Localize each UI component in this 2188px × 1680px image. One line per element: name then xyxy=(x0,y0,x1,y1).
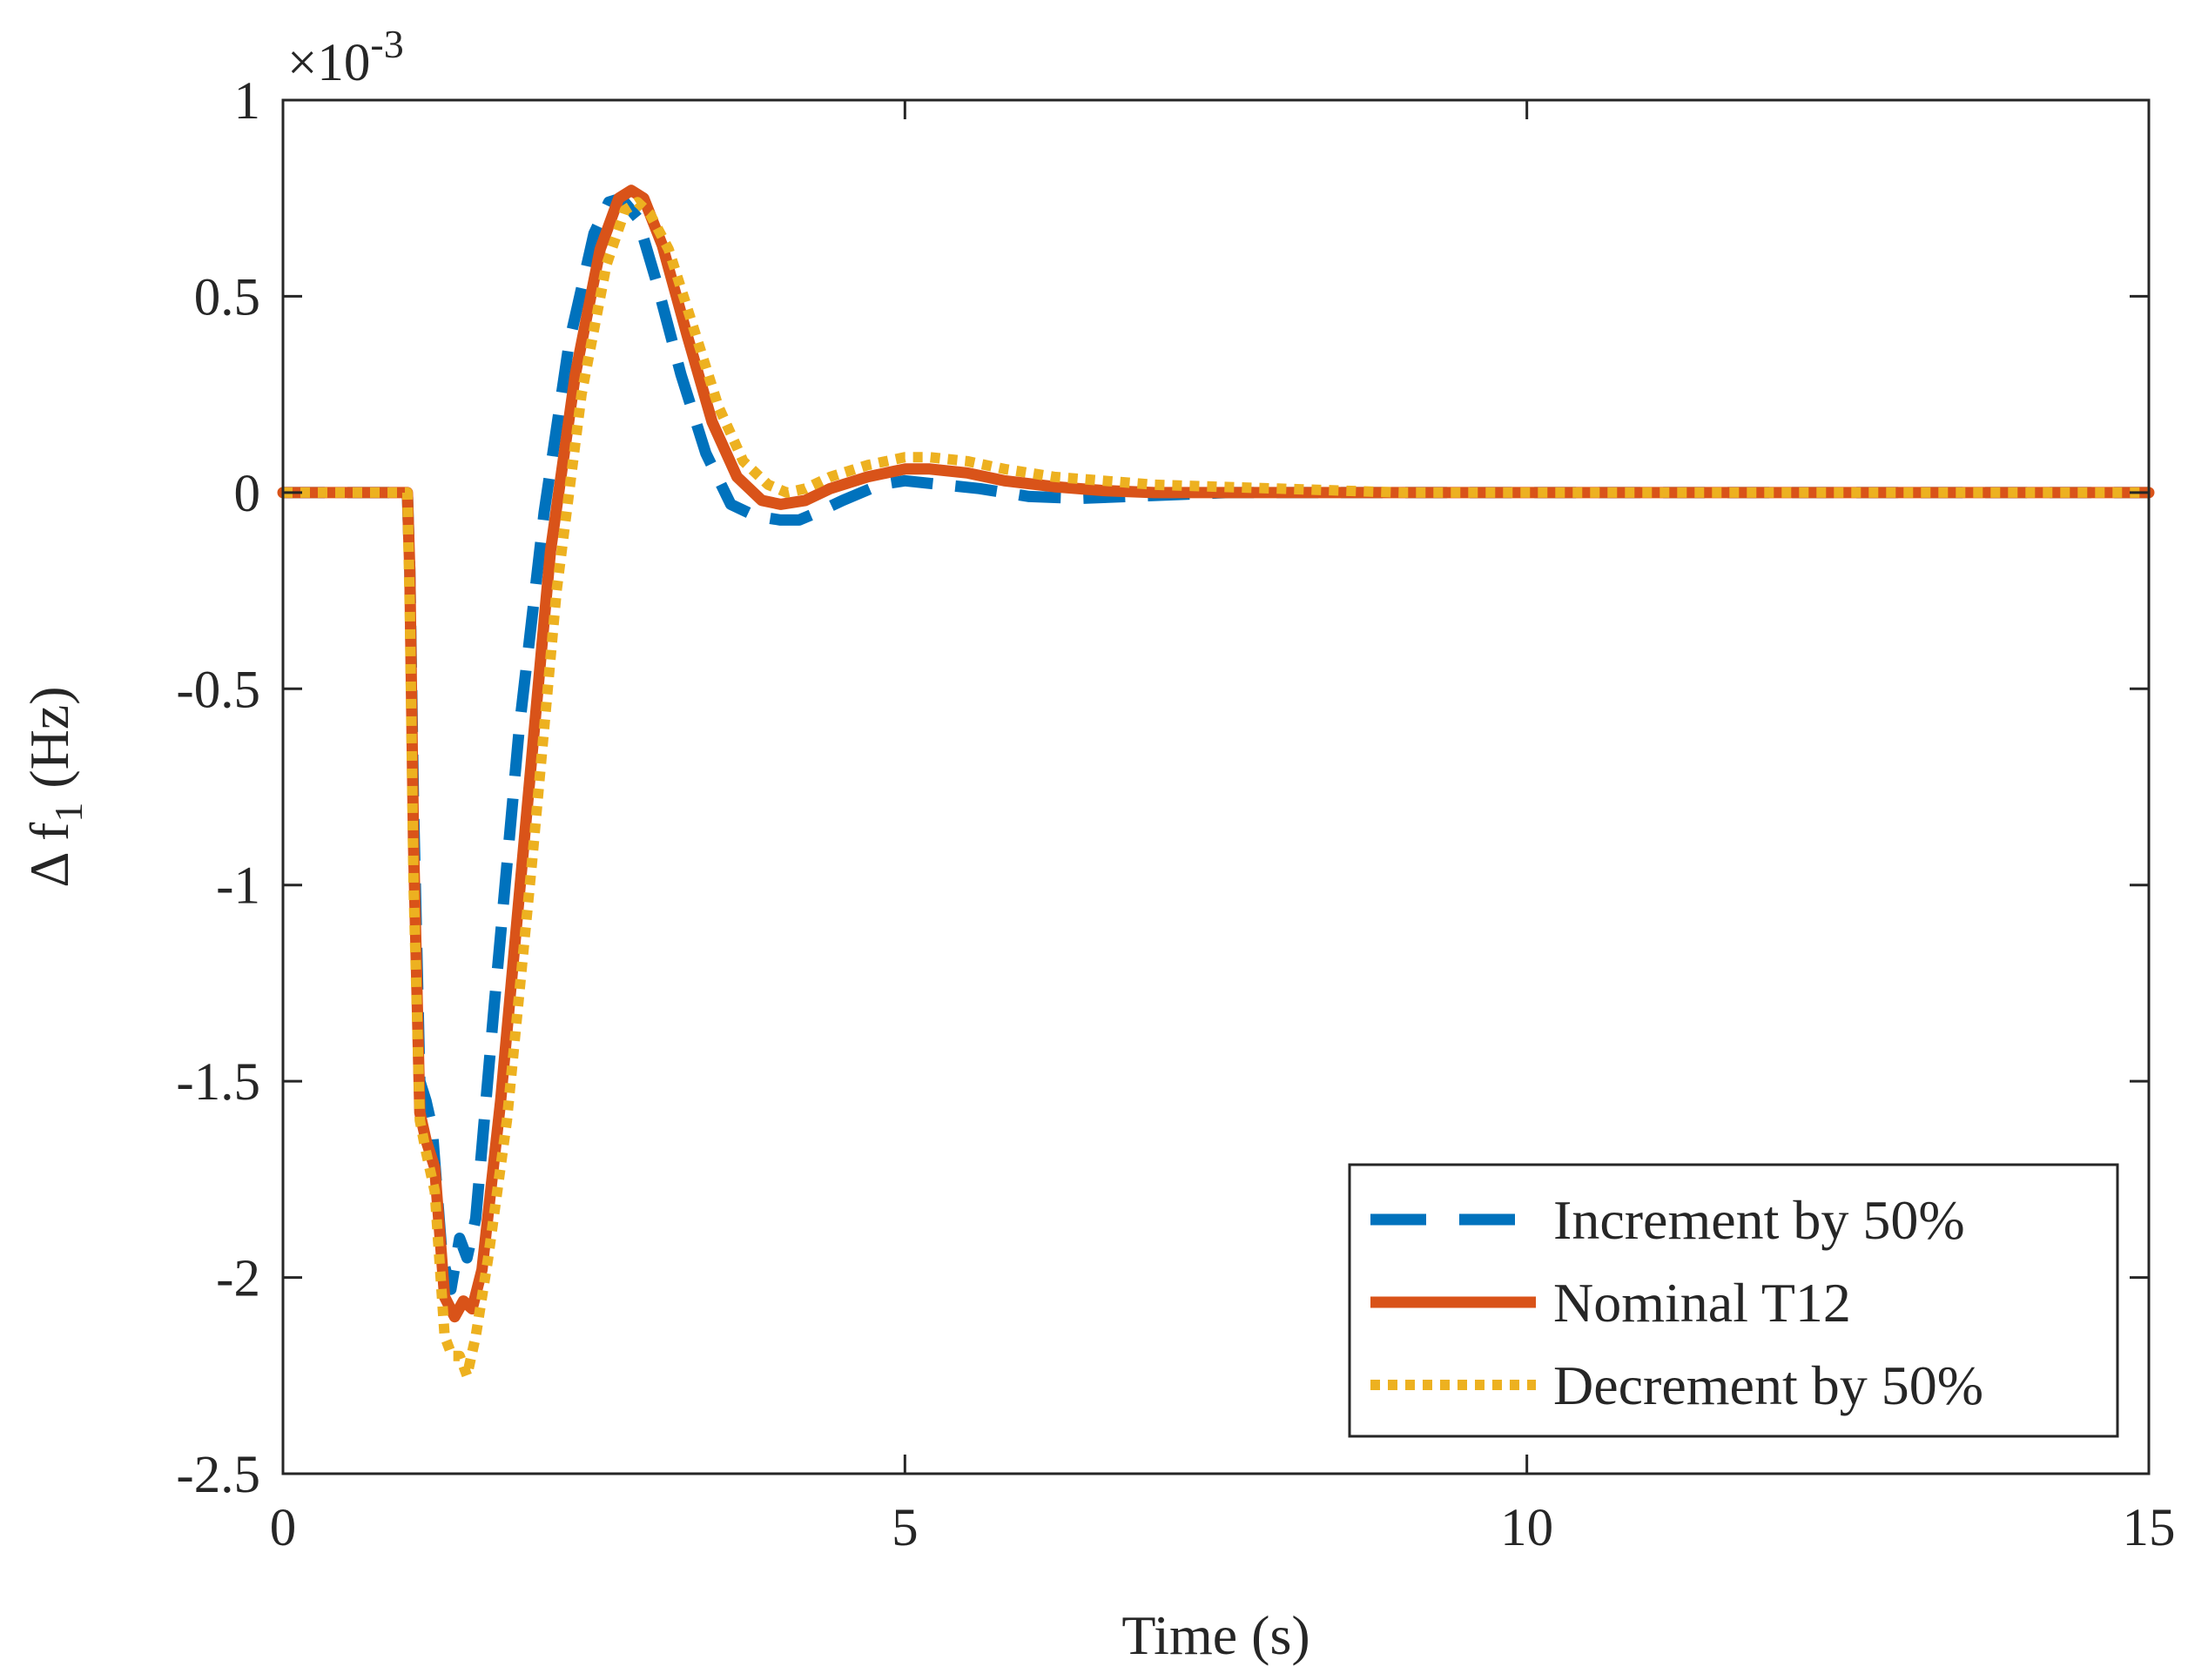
legend: Increment by 50% Nominal T12 Decrement by … xyxy=(1348,1163,2119,1438)
y-axis-title-suffix: (Hz) xyxy=(18,686,80,802)
y-tick-label: 0 xyxy=(234,465,261,523)
y-axis-exponent-label: ×10-3 xyxy=(287,22,404,92)
legend-label-1: Increment by 50% xyxy=(1553,1189,1965,1251)
legend-items: Increment by 50% Nominal T12 Decrement by … xyxy=(1370,1189,1983,1416)
x-tick-label: 0 xyxy=(270,1499,297,1557)
y-tick-label: -2 xyxy=(216,1250,260,1308)
y-tick-label: -1 xyxy=(216,857,260,916)
legend-label-3: Decrement by 50% xyxy=(1553,1354,1983,1416)
exponent-base: ×10 xyxy=(287,34,370,92)
x-axis-title: Time (s) xyxy=(1121,1604,1309,1666)
x-tick-label: 15 xyxy=(2123,1499,2176,1557)
y-tick-label: -0.5 xyxy=(176,661,260,719)
y-axis-title-subscript: 1 xyxy=(46,803,91,823)
exponent-power: -3 xyxy=(370,22,403,66)
y-tick-label: -2.5 xyxy=(176,1446,260,1504)
series-layer xyxy=(277,185,2155,1381)
y-tick-label: -1.5 xyxy=(176,1053,260,1112)
tick-layer xyxy=(281,98,2151,1475)
label-layer: 0 5 10 15 -2.5 -2 -1.5 -1 -0.5 0 0.5 1 xyxy=(176,72,2175,1557)
x-tick-label: 10 xyxy=(1500,1499,1553,1557)
y-axis-title: Δ f1 (Hz) xyxy=(18,686,91,887)
y-tick-label: 1 xyxy=(234,72,261,131)
series-line-3 xyxy=(283,197,2149,1381)
y-tick-label: 0.5 xyxy=(194,268,260,326)
series-line-1 xyxy=(283,192,2149,1295)
legend-label-2: Nominal T12 xyxy=(1553,1272,1851,1334)
x-tick-label: 5 xyxy=(892,1499,919,1557)
y-axis-title-prefix: Δ f xyxy=(18,822,80,888)
plot-frame xyxy=(281,98,2151,1475)
